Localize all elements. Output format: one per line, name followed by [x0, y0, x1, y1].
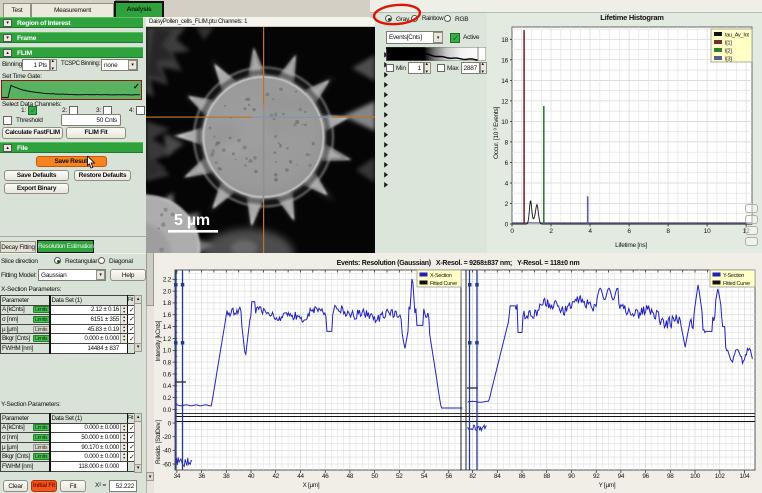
svg-text:5 µm: 5 µm: [174, 212, 210, 229]
svg-text:✓: ✓: [133, 82, 139, 91]
